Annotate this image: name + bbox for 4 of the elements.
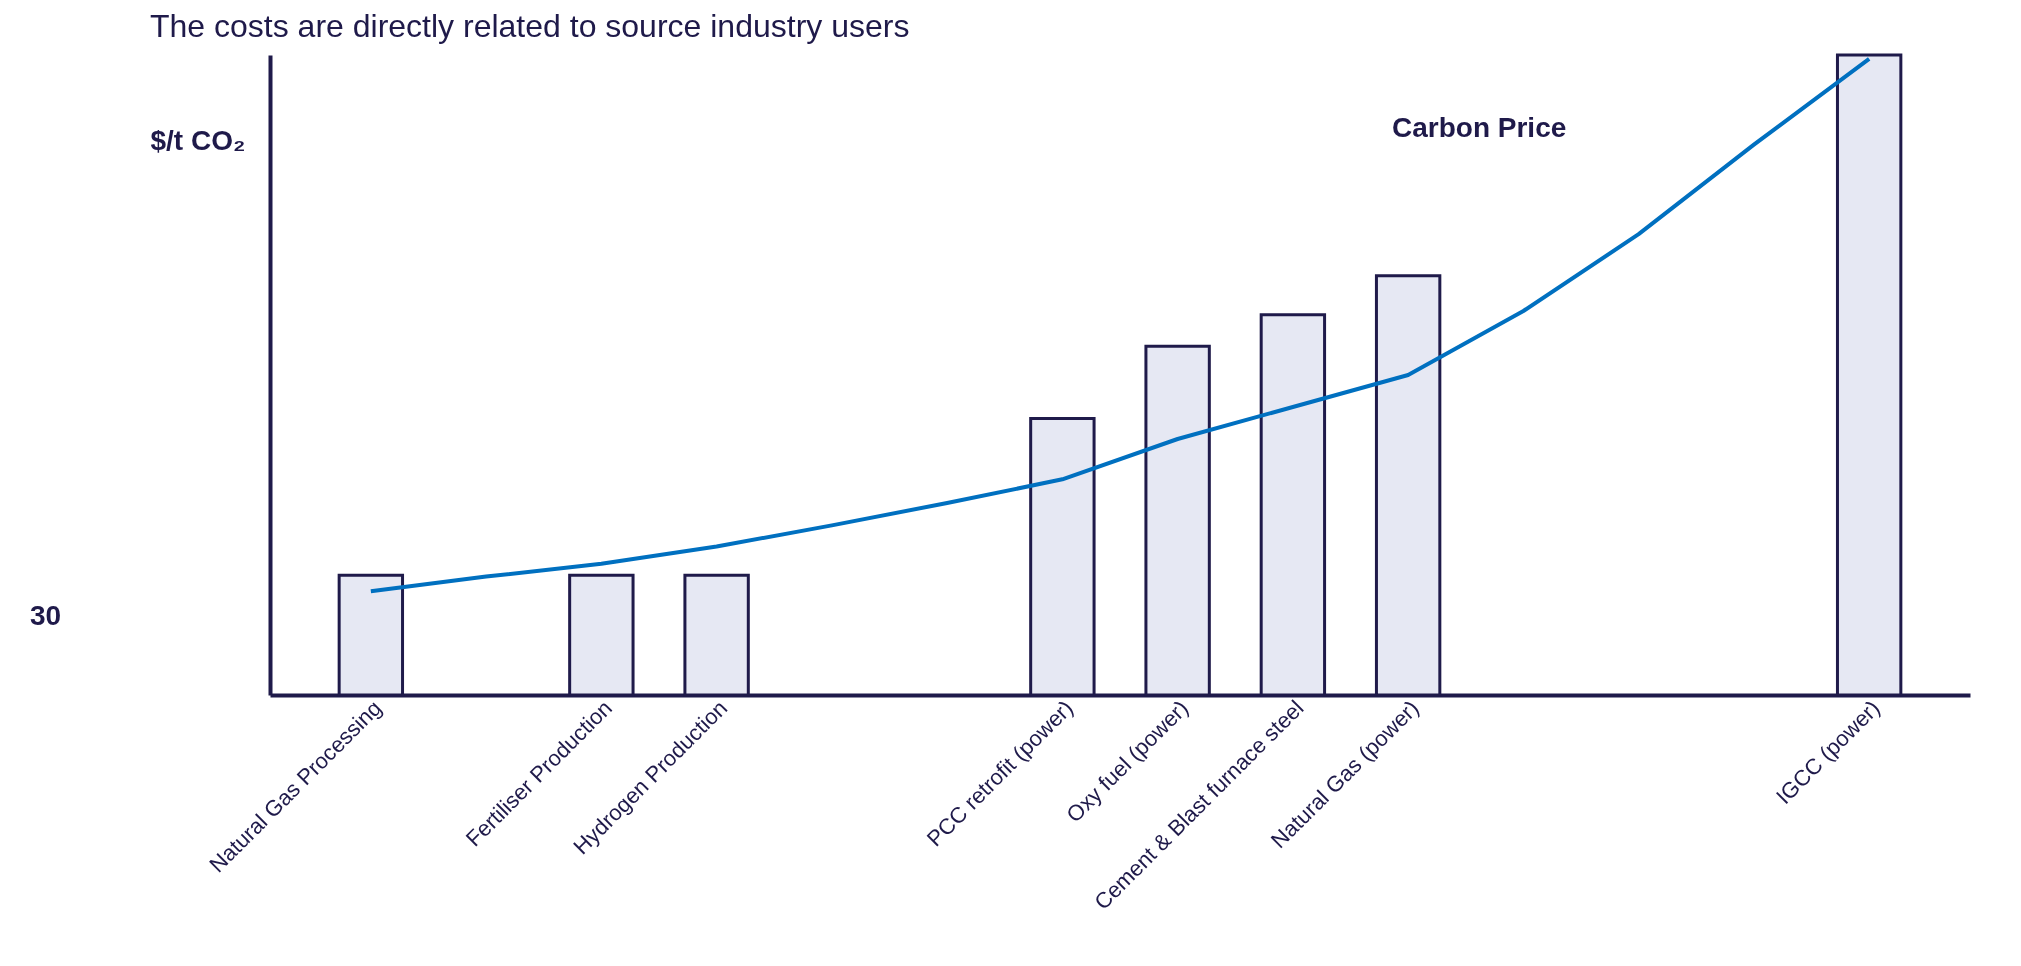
text: 30: [30, 599, 62, 632]
chart-title: The costs are directly related to source industry users: [150, 7, 910, 44]
y-axis-title: $/t CO₂: [150, 124, 246, 156]
text: Carbon Price: [1392, 111, 1567, 143]
